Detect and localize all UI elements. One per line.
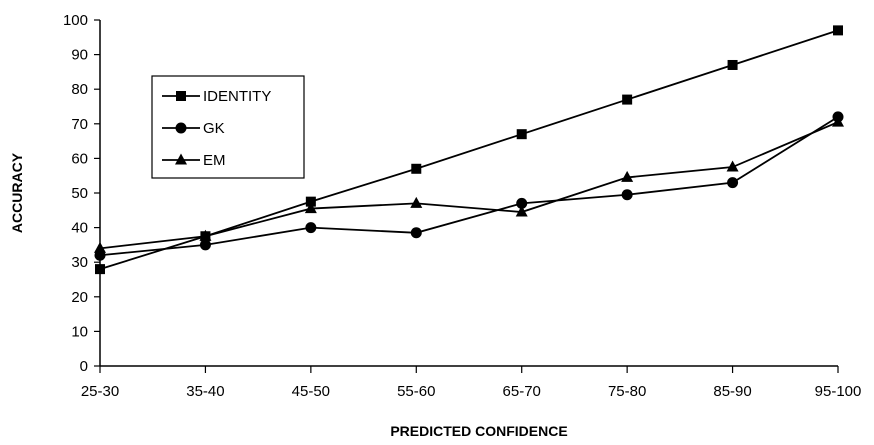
y-tick-label: 40 <box>71 220 88 237</box>
y-tick-label: 30 <box>71 254 88 271</box>
x-tick-label: 85-90 <box>713 383 751 400</box>
y-axis-title: ACCURACY <box>9 152 25 233</box>
y-tick-label: 50 <box>71 185 88 202</box>
data-point-em <box>726 160 739 172</box>
x-axis-title: PREDICTED CONFIDENCE <box>390 423 567 439</box>
data-point-identity <box>305 196 316 207</box>
data-point-identity <box>833 25 843 36</box>
legend: IDENTITY GK EM <box>151 75 305 179</box>
data-point-em <box>832 115 844 127</box>
series-line-gk <box>99 116 839 257</box>
x-tick-label: 65-70 <box>503 383 541 400</box>
series-layer <box>94 25 844 275</box>
legend-marker-identity <box>176 91 186 101</box>
x-tick-label: 95-100 <box>815 383 862 400</box>
legend-marker-gk <box>175 122 187 134</box>
data-point-identity <box>622 94 633 105</box>
y-tick-label: 90 <box>71 47 88 64</box>
y-tick-label: 20 <box>71 289 88 306</box>
data-point-identity <box>411 163 422 174</box>
series-line-em <box>99 121 839 250</box>
data-point-gk <box>410 227 422 239</box>
y-tick-label: 0 <box>80 358 88 375</box>
axes: 0 10 20 30 40 50 60 70 80 90 100 25-30 35-40 45-50 55-… <box>63 12 861 400</box>
legend-label: EM <box>203 152 226 169</box>
data-point-em <box>199 229 212 241</box>
legend-label: GK <box>203 120 225 137</box>
data-point-gk <box>727 177 739 189</box>
data-point-gk <box>199 239 211 251</box>
y-tick-label: 100 <box>63 12 88 29</box>
x-tick-label: 35-40 <box>186 383 224 400</box>
y-tick-label: 10 <box>71 323 88 340</box>
x-tick-label: 75-80 <box>608 383 646 400</box>
legend-item-em: EM <box>162 152 226 169</box>
data-point-em <box>515 205 528 217</box>
data-point-em <box>94 241 106 253</box>
y-tick-label: 70 <box>71 116 88 133</box>
data-point-em <box>410 196 423 208</box>
data-point-identity <box>727 59 738 70</box>
x-tick-label: 55-60 <box>397 383 435 400</box>
data-point-gk <box>305 222 317 234</box>
data-point-em <box>621 170 634 182</box>
x-tick-label: 25-30 <box>81 383 119 400</box>
legend-marker-em <box>175 153 187 165</box>
data-point-gk <box>516 197 528 209</box>
series-em <box>94 115 844 253</box>
data-point-gk <box>621 189 633 201</box>
legend-item-identity: IDENTITY <box>162 88 271 105</box>
x-tick-label: 45-50 <box>292 383 330 400</box>
y-tick-label: 80 <box>71 81 88 98</box>
legend-item-gk: GK <box>162 120 225 137</box>
legend-label: IDENTITY <box>203 88 271 105</box>
data-point-em <box>304 202 317 214</box>
data-point-identity <box>516 129 527 140</box>
data-point-identity <box>95 264 105 275</box>
series-identity <box>95 25 843 275</box>
series-line-identity <box>99 29 839 270</box>
y-tick-label: 60 <box>71 150 88 167</box>
